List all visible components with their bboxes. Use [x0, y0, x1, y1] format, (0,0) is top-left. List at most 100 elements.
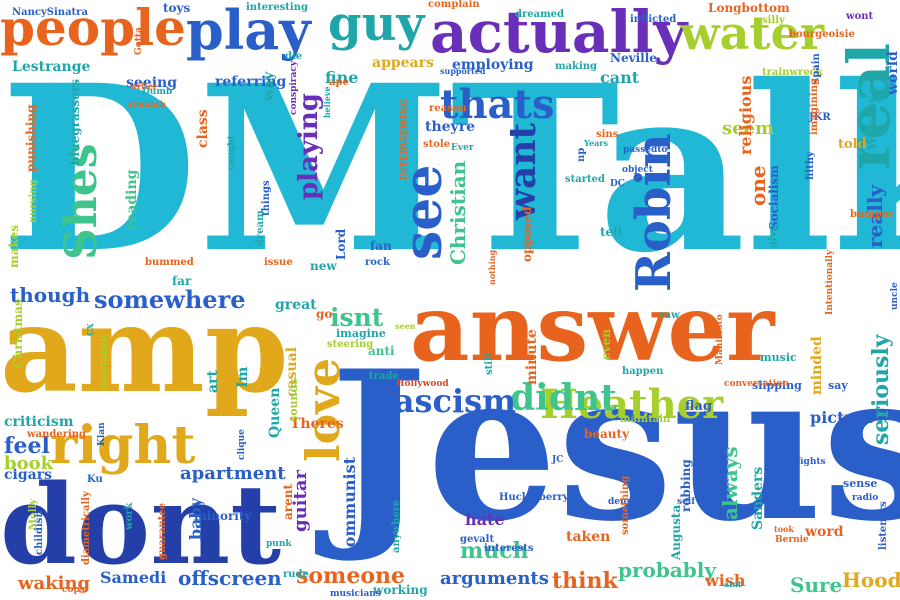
cloud-word: wont: [846, 11, 874, 22]
cloud-word: cant: [600, 68, 640, 87]
cloud-word: anywhere: [391, 499, 402, 553]
cloud-word: picture: [810, 408, 875, 427]
cloud-word: die: [285, 51, 303, 62]
cloud-word: water: [680, 6, 825, 60]
cloud-word: someone: [296, 563, 406, 589]
cloud-word: saw: [659, 310, 680, 321]
cloud-word: isnt: [330, 303, 384, 332]
cloud-word: steering: [327, 339, 374, 350]
cloud-word: new: [310, 259, 337, 273]
cloud-word: Augusta: [669, 504, 683, 560]
cloud-word: cops: [62, 585, 85, 595]
cloud-word: Gotta: [134, 27, 144, 55]
cloud-word: thats: [440, 81, 555, 128]
cloud-word: wandering: [27, 429, 87, 440]
cloud-word: actually: [430, 0, 688, 66]
cloud-word: deny: [608, 497, 632, 507]
cloud-word: guarantee: [157, 502, 168, 560]
cloud-word: Christian: [446, 160, 470, 265]
cloud-word: minute: [524, 329, 540, 385]
cloud-word: nursing: [28, 179, 39, 223]
cloud-word: apartment: [180, 463, 286, 484]
cloud-word: ape: [329, 77, 349, 88]
cloud-word: INTERVIEWING: [400, 98, 410, 180]
cloud-word: Klan: [97, 422, 107, 446]
cloud-word: gevalt: [460, 534, 495, 545]
cloud-word: self: [677, 497, 696, 507]
cloud-word: happen: [622, 366, 664, 377]
cloud-word: Manifesto: [715, 314, 725, 365]
cloud-word: still: [484, 353, 495, 375]
cloud-word: issue: [264, 257, 293, 268]
cloud-word: punk: [266, 539, 292, 549]
cloud-word: Communist: [340, 456, 359, 560]
cloud-word: Queen: [267, 387, 283, 438]
cloud-word: something: [620, 475, 631, 535]
cloud-word: trade: [369, 371, 399, 382]
cloud-word: took: [774, 524, 794, 534]
cloud-word: theyre: [425, 119, 475, 135]
cloud-word: diametrically: [81, 491, 92, 565]
cloud-word: toys: [163, 1, 191, 15]
cloud-word: didnt: [510, 377, 617, 419]
cloud-word: slipping: [752, 379, 802, 392]
cloud-word: seriously: [868, 334, 894, 445]
cloud-word: Weasley: [865, 96, 879, 150]
cloud-word: dream: [255, 210, 266, 246]
cloud-word: Ever: [451, 143, 474, 153]
cloud-word: uncle: [890, 282, 900, 310]
cloud-word: opposed: [520, 206, 534, 262]
cloud-word: rock: [365, 257, 390, 268]
cloud-word: always: [718, 446, 742, 520]
cloud-word: employing: [452, 57, 534, 73]
cloud-word: nothing: [487, 249, 497, 285]
cloud-word: bluegrassers: [68, 78, 82, 165]
cloud-word: fights: [797, 457, 826, 467]
cloud-word: wish: [705, 571, 746, 590]
cloud-word: making: [555, 61, 598, 72]
cloud-word: punishing: [24, 104, 38, 172]
cloud-word: Molly: [28, 498, 39, 530]
cloud-word: maintain: [620, 414, 671, 425]
cloud-word: work: [124, 502, 135, 530]
cloud-word: bummed: [145, 257, 194, 268]
cloud-word: world: [885, 51, 900, 95]
cloud-word: Longbottom: [708, 1, 790, 15]
cloud-word: DC: [610, 179, 625, 189]
cloud-word: working: [373, 583, 428, 597]
cloud-word: word: [805, 524, 844, 540]
cloud-word: seeing: [126, 75, 177, 91]
cloud-word: right: [50, 415, 196, 476]
cloud-word: rude: [283, 569, 309, 580]
cloud-word: Heather: [540, 381, 724, 428]
cloud-word: play: [186, 0, 311, 62]
cloud-word: reason: [429, 103, 467, 114]
cloud-word: Years: [584, 138, 609, 148]
cloud-word: think: [552, 568, 618, 594]
cloud-word: Hollywood: [396, 379, 449, 389]
cloud-word: Theres: [290, 416, 344, 432]
cloud-word: imagine: [336, 327, 386, 340]
cloud-word: Sanders: [750, 466, 766, 530]
cloud-word: aint: [724, 579, 742, 589]
cloud-word: Samedi: [100, 568, 167, 587]
cloud-word: JKR: [809, 112, 831, 123]
cloud-word: probably: [618, 558, 717, 582]
cloud-word: religious: [736, 75, 755, 155]
cloud-word: musicians: [330, 589, 381, 599]
cloud-word: interests: [484, 543, 534, 554]
cloud-word: trainwreck: [762, 67, 823, 78]
cloud-word: bumper: [850, 209, 894, 220]
cloud-word: arent: [281, 484, 295, 520]
cloud-word: flag: [685, 399, 712, 414]
cloud-word: clique: [237, 429, 247, 460]
cloud-word: tell: [600, 225, 623, 239]
cloud-word: np: [576, 147, 587, 162]
cloud-word: sounds: [287, 378, 300, 422]
cloud-word: sense: [843, 477, 878, 490]
cloud-word: love: [296, 357, 350, 462]
cloud-word: sins: [596, 129, 619, 140]
cloud-word: referring: [215, 74, 287, 90]
cloud-word: supported: [440, 66, 486, 76]
cloud-word: Lord: [334, 228, 348, 260]
